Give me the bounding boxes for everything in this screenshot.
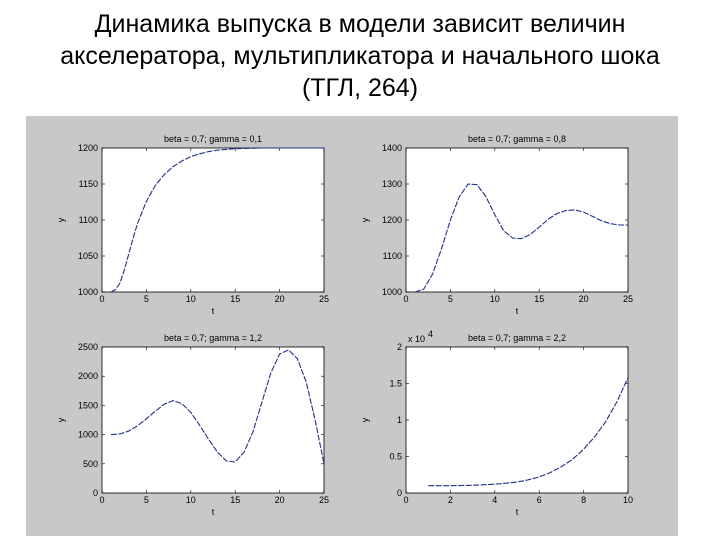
- y-scale-exponent: 4: [428, 329, 433, 339]
- x-axis-label: t: [212, 306, 215, 316]
- x-tick-label: 0: [99, 495, 104, 505]
- x-tick-label: 4: [492, 495, 497, 505]
- series-line: [110, 147, 324, 293]
- subplot-title: beta = 0,7; gamma = 0,8: [468, 134, 566, 144]
- x-tick-label: 25: [319, 294, 329, 304]
- series-line: [414, 183, 628, 293]
- y-axis-label: y: [56, 417, 66, 422]
- y-tick-label: 0: [397, 488, 402, 498]
- y-tick-label: 1100: [79, 215, 98, 225]
- x-tick-label: 10: [490, 294, 500, 304]
- y-tick-label: 1200: [382, 215, 402, 225]
- y-axis-label: y: [56, 217, 66, 222]
- slide-title-line-2: акселератора, мультипликатора и начально…: [60, 42, 660, 70]
- axes-frame: [101, 147, 325, 293]
- subplot-3: 0 5 10 15 20 25 0 500 1000 1500 2000 2500 beta = 0,7…: [56, 333, 329, 517]
- subplot-title: beta = 0,7; gamma = 1,2: [164, 333, 262, 343]
- series-line: [110, 349, 325, 464]
- x-tick-label: 25: [319, 495, 329, 505]
- x-tick-label: 15: [534, 294, 544, 304]
- x-axis-label: t: [516, 306, 519, 316]
- x-tick-label: 20: [275, 294, 285, 304]
- y-tick-label: 1100: [383, 251, 402, 261]
- y-tick-label: 1000: [382, 287, 402, 297]
- subplot-2: 0 5 10 15 20 25 1000 1100 1200 1300 1400 beta = 0,7…: [360, 134, 633, 316]
- x-tick-label: 5: [144, 294, 149, 304]
- x-tick-label: 5: [144, 495, 149, 505]
- y-tick-label: 1000: [78, 287, 98, 297]
- slide-title-line-1: Динамика выпуска в модели зависит величи…: [94, 10, 626, 38]
- y-tick-label: 1400: [382, 143, 402, 153]
- y-tick-label: 2500: [78, 342, 98, 352]
- slide-title-line-3: (ТГЛ, 264): [301, 74, 419, 102]
- subplot-4: 0 2 4 6 8 10 0 0.5 1 1.5 2 beta = 0,7; gamma = 2,2 t…: [360, 329, 633, 517]
- x-tick-label: 10: [186, 495, 196, 505]
- subplot-1: 0 5 10 15 20 25 1000 1050 1100 1150 1200 beta = 0,7…: [56, 134, 329, 316]
- x-tick-label: 2: [448, 495, 453, 505]
- y-tick-label: 500: [83, 459, 98, 469]
- y-axis-label: y: [360, 217, 370, 222]
- slide-title: Динамика выпуска в модели зависит величи…: [0, 8, 720, 104]
- y-tick-label: 2: [397, 342, 402, 352]
- x-tick-label: 0: [403, 294, 408, 304]
- x-tick-label: 25: [623, 294, 633, 304]
- y-axis-label: y: [360, 417, 370, 422]
- x-tick-label: 15: [230, 294, 240, 304]
- matlab-figure: 0 5 10 15 20 25 1000 1050 1100 1150 1200 beta = 0,7…: [26, 116, 678, 536]
- x-tick-label: 10: [186, 294, 196, 304]
- y-tick-label: 1: [397, 415, 402, 425]
- y-tick-label: 0.5: [389, 452, 402, 462]
- subplot-title: beta = 0,7; gamma = 2,2: [468, 333, 566, 343]
- axes-frame: [405, 346, 629, 494]
- y-tick-label: 0: [93, 488, 98, 498]
- x-tick-label: 6: [537, 495, 542, 505]
- x-tick-label: 0: [99, 294, 104, 304]
- y-scale-factor: x 10: [408, 334, 425, 344]
- y-tick-label: 1200: [78, 143, 98, 153]
- x-axis-label: t: [516, 507, 519, 517]
- y-tick-label: 1500: [78, 400, 98, 410]
- x-tick-label: 20: [275, 495, 285, 505]
- axes-frame: [101, 346, 325, 494]
- y-tick-label: 1050: [78, 251, 98, 261]
- series-line: [428, 377, 629, 487]
- y-tick-label: 1.5: [389, 379, 402, 389]
- y-tick-label: 2000: [78, 371, 98, 381]
- x-tick-label: 0: [403, 495, 408, 505]
- x-axis-label: t: [212, 507, 215, 517]
- y-tick-label: 1300: [382, 179, 402, 189]
- x-tick-label: 15: [230, 495, 240, 505]
- axes-frame: [405, 147, 629, 293]
- x-tick-label: 8: [581, 495, 586, 505]
- x-tick-label: 5: [448, 294, 453, 304]
- y-tick-label: 1150: [79, 179, 98, 189]
- x-tick-label: 20: [579, 294, 589, 304]
- x-tick-label: 10: [623, 495, 633, 505]
- subplot-title: beta = 0,7; gamma = 0,1: [164, 134, 262, 144]
- y-tick-label: 1000: [78, 430, 98, 440]
